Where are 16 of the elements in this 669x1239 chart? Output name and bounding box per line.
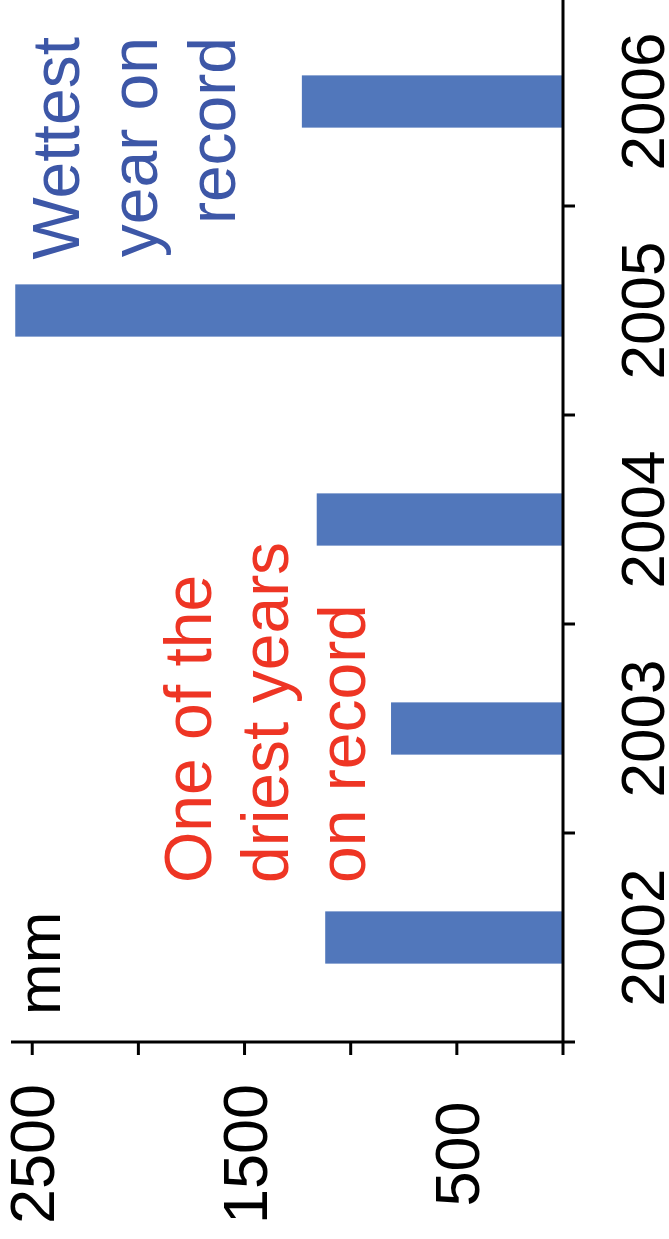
bar [325, 911, 563, 964]
annotation: One of the driest years on record [151, 541, 379, 883]
annotation: Wettest year on record [19, 37, 249, 260]
bar [15, 284, 563, 337]
y-tick-label: 2003 [608, 659, 669, 798]
x-tick-label: 1500 [209, 1083, 280, 1225]
y-tick-label: 2005 [608, 241, 669, 380]
y-axis-title: mm [4, 911, 73, 1015]
y-tick-label: 2006 [608, 32, 669, 171]
y-tick-label: 2004 [608, 450, 669, 589]
bar [391, 702, 563, 755]
y-tick-label: 2002 [608, 868, 669, 1007]
bar [301, 75, 563, 128]
x-tick-label: 2500 [0, 1083, 68, 1225]
bar [316, 493, 563, 546]
x-tick-label: 500 [421, 1101, 492, 1207]
